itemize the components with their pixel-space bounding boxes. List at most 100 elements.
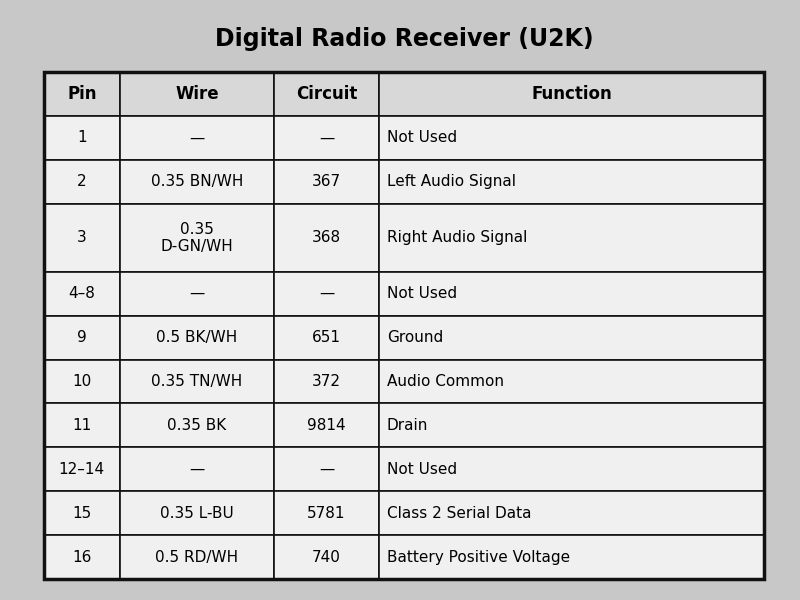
Bar	[379, 116, 764, 160]
Bar	[44, 448, 120, 491]
Bar	[44, 359, 120, 403]
Bar	[120, 448, 274, 491]
Text: Wire: Wire	[175, 85, 219, 103]
Bar	[120, 272, 274, 316]
Bar	[120, 535, 274, 579]
Text: —: —	[319, 286, 334, 301]
Bar	[274, 272, 379, 316]
Bar	[44, 535, 120, 579]
Bar	[379, 535, 764, 579]
Text: Right Audio Signal: Right Audio Signal	[386, 230, 527, 245]
Bar	[379, 160, 764, 203]
Text: Circuit: Circuit	[296, 85, 358, 103]
Bar	[379, 491, 764, 535]
Bar	[274, 491, 379, 535]
Text: —: —	[319, 462, 334, 477]
Bar	[44, 203, 120, 272]
Text: Ground: Ground	[386, 330, 443, 345]
Bar	[44, 160, 120, 203]
Bar	[44, 72, 120, 116]
Text: —: —	[190, 462, 205, 477]
Text: Not Used: Not Used	[386, 286, 457, 301]
Bar	[120, 116, 274, 160]
Text: Drain: Drain	[386, 418, 428, 433]
Bar	[44, 203, 120, 272]
Bar	[274, 72, 379, 116]
Text: 4–8: 4–8	[68, 286, 95, 301]
Bar	[274, 316, 379, 359]
Bar	[120, 316, 274, 359]
Bar	[379, 359, 764, 403]
Bar	[120, 160, 274, 203]
Bar	[120, 359, 274, 403]
Bar	[120, 160, 274, 203]
Bar	[44, 272, 120, 316]
Bar	[274, 160, 379, 203]
Bar	[379, 359, 764, 403]
Text: 9814: 9814	[307, 418, 346, 433]
Text: Not Used: Not Used	[386, 462, 457, 477]
Bar	[274, 316, 379, 359]
Text: Audio Common: Audio Common	[386, 374, 504, 389]
Bar	[44, 403, 120, 448]
Text: 0.35 BN/WH: 0.35 BN/WH	[151, 174, 243, 189]
Bar	[44, 359, 120, 403]
Text: 9: 9	[77, 330, 86, 345]
Bar	[379, 72, 764, 116]
Text: 0.35 TN/WH: 0.35 TN/WH	[151, 374, 242, 389]
Bar	[379, 403, 764, 448]
Text: Function: Function	[531, 85, 612, 103]
Text: Left Audio Signal: Left Audio Signal	[386, 174, 516, 189]
Bar	[44, 403, 120, 448]
Text: —: —	[190, 286, 205, 301]
Text: 651: 651	[312, 330, 341, 345]
Text: Not Used: Not Used	[386, 130, 457, 145]
Bar	[120, 535, 274, 579]
Bar	[44, 535, 120, 579]
Bar	[120, 448, 274, 491]
Bar	[274, 359, 379, 403]
Text: 0.35 L-BU: 0.35 L-BU	[160, 506, 234, 521]
Text: 2: 2	[77, 174, 86, 189]
Bar	[274, 160, 379, 203]
Text: —: —	[190, 130, 205, 145]
Text: 368: 368	[312, 230, 341, 245]
Bar	[120, 316, 274, 359]
Text: 5781: 5781	[307, 506, 346, 521]
Bar	[44, 316, 120, 359]
Text: 367: 367	[312, 174, 341, 189]
Bar	[379, 272, 764, 316]
Bar	[44, 116, 120, 160]
Bar	[44, 448, 120, 491]
Bar	[274, 72, 379, 116]
Bar	[120, 72, 274, 116]
Bar	[274, 403, 379, 448]
Bar	[379, 316, 764, 359]
Bar	[120, 116, 274, 160]
Text: 0.35
D-GN/WH: 0.35 D-GN/WH	[161, 221, 234, 254]
Text: Digital Radio Receiver (U2K): Digital Radio Receiver (U2K)	[214, 27, 594, 51]
Bar	[274, 403, 379, 448]
Bar	[274, 116, 379, 160]
Bar	[274, 535, 379, 579]
Text: 0.5 BK/WH: 0.5 BK/WH	[156, 330, 238, 345]
Bar	[379, 448, 764, 491]
Bar	[44, 160, 120, 203]
Text: Battery Positive Voltage: Battery Positive Voltage	[386, 550, 570, 565]
Bar	[120, 359, 274, 403]
Bar	[120, 491, 274, 535]
Bar	[120, 72, 274, 116]
Bar	[274, 448, 379, 491]
Bar	[44, 72, 120, 116]
Bar	[274, 272, 379, 316]
Bar	[379, 272, 764, 316]
Bar	[120, 272, 274, 316]
Bar	[379, 491, 764, 535]
Bar	[274, 359, 379, 403]
Bar	[379, 535, 764, 579]
Bar	[379, 403, 764, 448]
Text: 1: 1	[77, 130, 86, 145]
Text: 3: 3	[77, 230, 86, 245]
Bar	[274, 448, 379, 491]
Bar	[274, 491, 379, 535]
